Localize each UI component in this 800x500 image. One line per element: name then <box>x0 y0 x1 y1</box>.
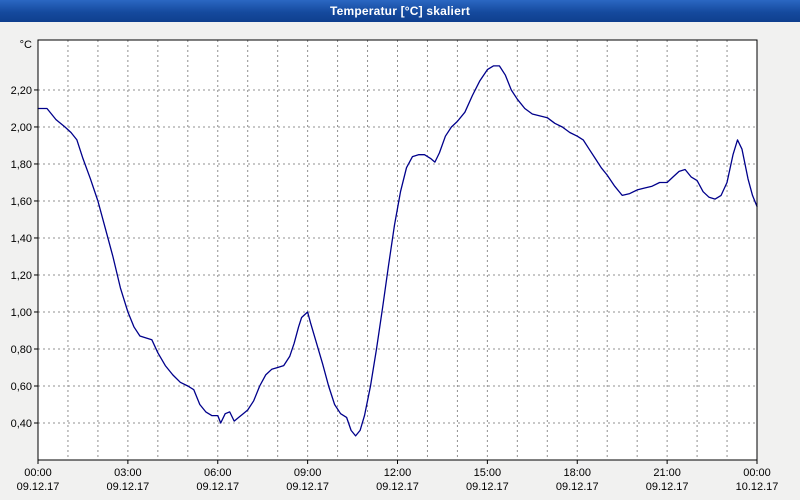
x-tick-date-label: 09.12.17 <box>286 481 329 493</box>
y-tick-label: 1,20 <box>11 270 32 282</box>
x-tick-date-label: 09.12.17 <box>556 481 599 493</box>
y-tick-label: 2,00 <box>11 122 32 134</box>
x-tick-date-label: 09.12.17 <box>106 481 149 493</box>
x-tick-date-label: 09.12.17 <box>466 481 509 493</box>
chart-canvas: 2,20 2,00 1,80 1,60 1,40 1,20 1,00 0,80 0,60 0,40… <box>11 39 779 493</box>
x-tick-date-label: 09.12.17 <box>196 481 239 493</box>
y-tick-label: 0,40 <box>11 418 32 430</box>
y-tick-label: 1,00 <box>11 307 32 319</box>
temperature-series-line <box>37 65 758 437</box>
x-tick-date-label: 09.12.17 <box>17 481 60 493</box>
x-tick-date-label: 09.12.17 <box>376 481 419 493</box>
plot-frame <box>37 39 758 461</box>
x-tick-time-label: 00:00 <box>24 467 52 479</box>
y-tick-label: 0,60 <box>11 381 32 393</box>
y-tick-label: 1,60 <box>11 196 32 208</box>
x-tick-time-label: 06:00 <box>204 467 232 479</box>
x-tick-time-label: 15:00 <box>474 467 502 479</box>
x-tick-time-label: 21:00 <box>653 467 681 479</box>
y-axis-unit-label: °C <box>20 39 32 51</box>
x-tick-date-label: 10.12.17 <box>736 481 779 493</box>
chart-area: 2,20 2,00 1,80 1,60 1,40 1,20 1,00 0,80 0,60 0,40… <box>0 22 800 500</box>
y-tick-label: 1,40 <box>11 233 32 245</box>
x-tick-time-label: 00:00 <box>743 467 771 479</box>
y-tick-label: 0,80 <box>11 344 32 356</box>
x-tick-time-label: 12:00 <box>384 467 412 479</box>
window-title: Temperatur [°C] skaliert <box>329 4 471 18</box>
y-tick-label: 1,80 <box>11 159 32 171</box>
x-tick-time-label: 18:00 <box>563 467 591 479</box>
y-tick-label: 2,20 <box>11 85 32 97</box>
x-tick-date-label: 09.12.17 <box>646 481 689 493</box>
window-title-bar: Temperatur [°C] skaliert <box>0 0 800 22</box>
x-tick-time-label: 09:00 <box>294 467 322 479</box>
x-tick-time-label: 03:00 <box>114 467 142 479</box>
